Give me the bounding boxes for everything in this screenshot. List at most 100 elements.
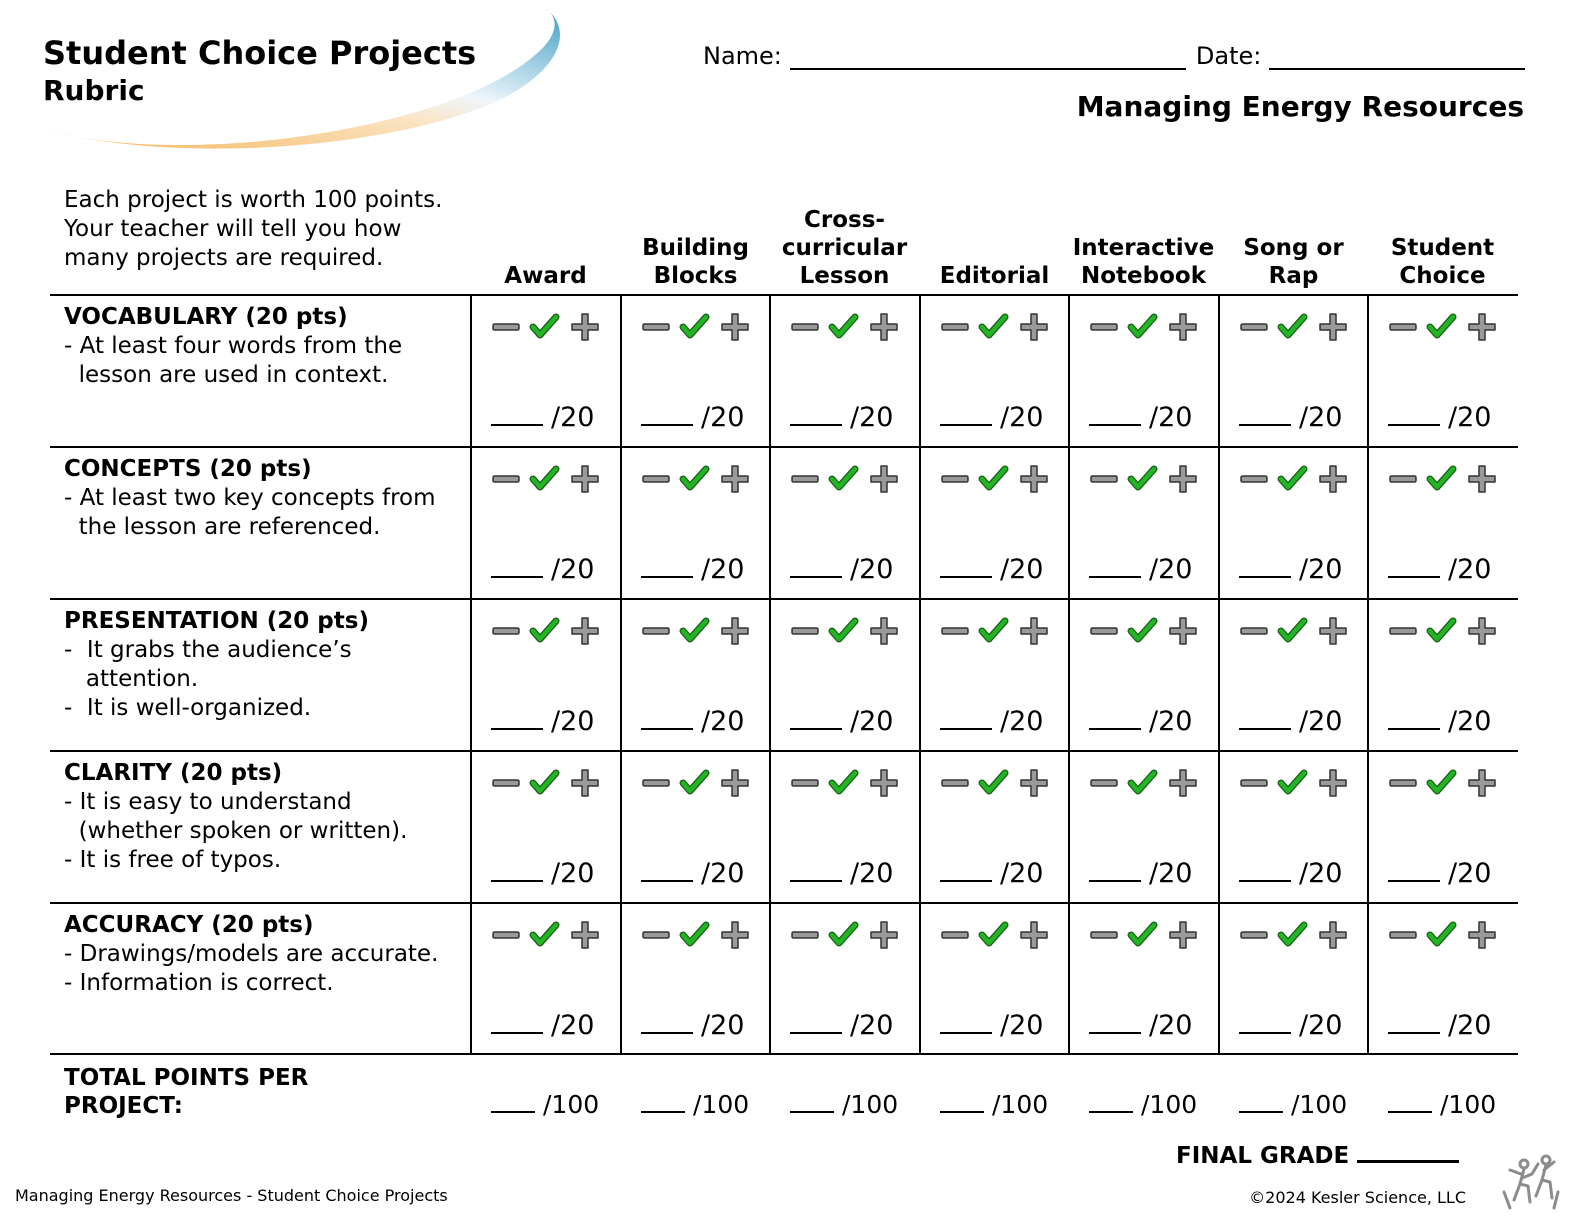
check-icon[interactable] — [679, 313, 710, 339]
score-blank[interactable] — [1239, 556, 1291, 578]
check-icon[interactable] — [529, 617, 560, 643]
total-score-field[interactable]: /100 — [1089, 1090, 1238, 1119]
check-icon[interactable] — [1426, 769, 1457, 795]
minus-icon[interactable] — [791, 627, 819, 635]
minus-icon[interactable] — [791, 931, 819, 939]
minus-icon[interactable] — [941, 627, 969, 635]
plus-icon[interactable] — [1468, 465, 1496, 493]
score-blank[interactable] — [1388, 556, 1440, 578]
score-field[interactable]: /20 — [790, 402, 939, 433]
plus-icon[interactable] — [721, 313, 749, 341]
score-field[interactable]: /20 — [790, 706, 939, 737]
score-blank[interactable] — [790, 1012, 842, 1034]
minus-icon[interactable] — [1240, 627, 1268, 635]
plus-icon[interactable] — [1020, 465, 1048, 493]
score-blank[interactable] — [1388, 404, 1440, 426]
check-icon[interactable] — [828, 921, 859, 947]
score-field[interactable]: /20 — [1239, 858, 1388, 889]
total-score-field[interactable]: /100 — [790, 1090, 939, 1119]
minus-icon[interactable] — [1090, 323, 1118, 331]
minus-icon[interactable] — [1389, 475, 1417, 483]
score-blank[interactable] — [641, 404, 693, 426]
plus-icon[interactable] — [1319, 769, 1347, 797]
final-grade-field[interactable] — [1357, 1136, 1460, 1163]
plus-icon[interactable] — [571, 769, 599, 797]
total-score-field[interactable]: /100 — [641, 1090, 790, 1119]
check-icon[interactable] — [828, 465, 859, 491]
check-icon[interactable] — [828, 617, 859, 643]
total-score-blank[interactable] — [641, 1091, 685, 1113]
check-icon[interactable] — [828, 313, 859, 339]
plus-icon[interactable] — [1020, 921, 1048, 949]
check-icon[interactable] — [529, 313, 560, 339]
check-icon[interactable] — [679, 465, 710, 491]
score-field[interactable]: /20 — [1239, 1010, 1388, 1041]
check-icon[interactable] — [679, 921, 710, 947]
minus-icon[interactable] — [941, 779, 969, 787]
score-blank[interactable] — [790, 860, 842, 882]
score-blank[interactable] — [491, 556, 543, 578]
score-blank[interactable] — [491, 708, 543, 730]
minus-icon[interactable] — [1389, 931, 1417, 939]
score-blank[interactable] — [1089, 860, 1141, 882]
score-blank[interactable] — [1089, 556, 1141, 578]
total-score-blank[interactable] — [1089, 1091, 1133, 1113]
total-score-blank[interactable] — [1239, 1091, 1283, 1113]
score-blank[interactable] — [1239, 404, 1291, 426]
score-field[interactable]: /20 — [1089, 858, 1238, 889]
score-field[interactable]: /20 — [1388, 402, 1537, 433]
score-field[interactable]: /20 — [1089, 1010, 1238, 1041]
score-blank[interactable] — [491, 404, 543, 426]
minus-icon[interactable] — [1240, 323, 1268, 331]
score-blank[interactable] — [1388, 708, 1440, 730]
plus-icon[interactable] — [721, 617, 749, 645]
plus-icon[interactable] — [870, 769, 898, 797]
plus-icon[interactable] — [1169, 465, 1197, 493]
score-field[interactable]: /20 — [940, 1010, 1089, 1041]
plus-icon[interactable] — [1468, 769, 1496, 797]
minus-icon[interactable] — [941, 475, 969, 483]
score-blank[interactable] — [1089, 404, 1141, 426]
minus-icon[interactable] — [642, 323, 670, 331]
total-score-field[interactable]: /100 — [1239, 1090, 1388, 1119]
minus-icon[interactable] — [1389, 323, 1417, 331]
score-blank[interactable] — [1239, 708, 1291, 730]
plus-icon[interactable] — [1468, 921, 1496, 949]
score-field[interactable]: /20 — [641, 858, 790, 889]
score-field[interactable]: /20 — [1239, 554, 1388, 585]
check-icon[interactable] — [1277, 769, 1308, 795]
score-field[interactable]: /20 — [1239, 706, 1388, 737]
check-icon[interactable] — [529, 465, 560, 491]
score-field[interactable]: /20 — [1089, 554, 1238, 585]
score-blank[interactable] — [641, 708, 693, 730]
score-field[interactable]: /20 — [790, 554, 939, 585]
minus-icon[interactable] — [1389, 627, 1417, 635]
score-blank[interactable] — [790, 708, 842, 730]
score-blank[interactable] — [940, 556, 992, 578]
check-icon[interactable] — [1127, 921, 1158, 947]
score-field[interactable]: /20 — [641, 554, 790, 585]
plus-icon[interactable] — [721, 465, 749, 493]
plus-icon[interactable] — [571, 617, 599, 645]
score-field[interactable]: /20 — [940, 402, 1089, 433]
check-icon[interactable] — [529, 769, 560, 795]
minus-icon[interactable] — [492, 323, 520, 331]
score-field[interactable]: /20 — [790, 1010, 939, 1041]
total-score-blank[interactable] — [1388, 1091, 1432, 1113]
score-blank[interactable] — [1388, 1012, 1440, 1034]
check-icon[interactable] — [1426, 465, 1457, 491]
score-blank[interactable] — [491, 1012, 543, 1034]
plus-icon[interactable] — [571, 921, 599, 949]
total-score-blank[interactable] — [790, 1091, 834, 1113]
score-field[interactable]: /20 — [491, 1010, 640, 1041]
total-score-blank[interactable] — [940, 1091, 984, 1113]
score-field[interactable]: /20 — [1388, 706, 1537, 737]
plus-icon[interactable] — [1468, 313, 1496, 341]
score-blank[interactable] — [641, 1012, 693, 1034]
plus-icon[interactable] — [870, 921, 898, 949]
score-field[interactable]: /20 — [641, 1010, 790, 1041]
score-field[interactable]: /20 — [491, 706, 640, 737]
minus-icon[interactable] — [791, 779, 819, 787]
plus-icon[interactable] — [1169, 769, 1197, 797]
minus-icon[interactable] — [642, 627, 670, 635]
